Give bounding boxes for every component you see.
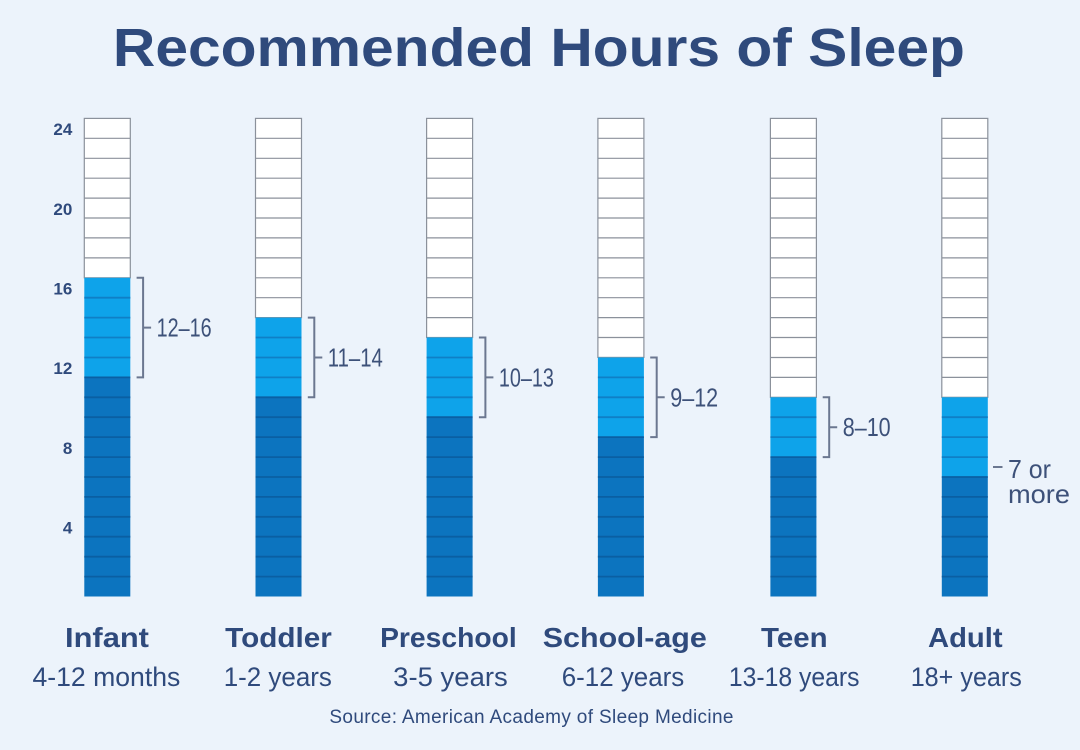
- svg-text:24: 24: [53, 120, 72, 139]
- svg-text:18+ years: 18+ years: [911, 662, 1022, 692]
- svg-text:3-5 years: 3-5 years: [393, 662, 508, 692]
- svg-text:10–13: 10–13: [499, 362, 554, 392]
- svg-text:8–10: 8–10: [843, 412, 891, 442]
- svg-text:Teen: Teen: [761, 622, 828, 653]
- svg-text:6-12 years: 6-12 years: [562, 662, 685, 692]
- svg-text:School-age: School-age: [543, 622, 707, 653]
- svg-text:Adult: Adult: [928, 622, 1003, 653]
- svg-text:Toddler: Toddler: [225, 622, 332, 653]
- svg-text:more: more: [1008, 479, 1070, 509]
- svg-text:Preschool: Preschool: [380, 622, 517, 653]
- svg-text:Infant: Infant: [65, 622, 149, 653]
- svg-text:7 or: 7 or: [1008, 454, 1051, 484]
- svg-text:Recommended Hours of Sleep: Recommended Hours of Sleep: [113, 19, 965, 78]
- svg-text:12–16: 12–16: [157, 313, 212, 343]
- svg-text:16: 16: [53, 279, 72, 298]
- svg-text:11–14: 11–14: [328, 343, 383, 373]
- svg-text:20: 20: [53, 200, 72, 219]
- svg-text:4: 4: [63, 519, 73, 538]
- svg-text:4-12 months: 4-12 months: [33, 662, 181, 692]
- svg-text:12: 12: [53, 359, 72, 378]
- svg-text:8: 8: [63, 439, 72, 458]
- svg-text:9–12: 9–12: [670, 382, 718, 412]
- svg-text:13-18 years: 13-18 years: [729, 662, 860, 692]
- svg-text:1-2 years: 1-2 years: [224, 662, 332, 692]
- svg-text:Source: American Academy of Sl: Source: American Academy of Sleep Medici…: [329, 707, 733, 728]
